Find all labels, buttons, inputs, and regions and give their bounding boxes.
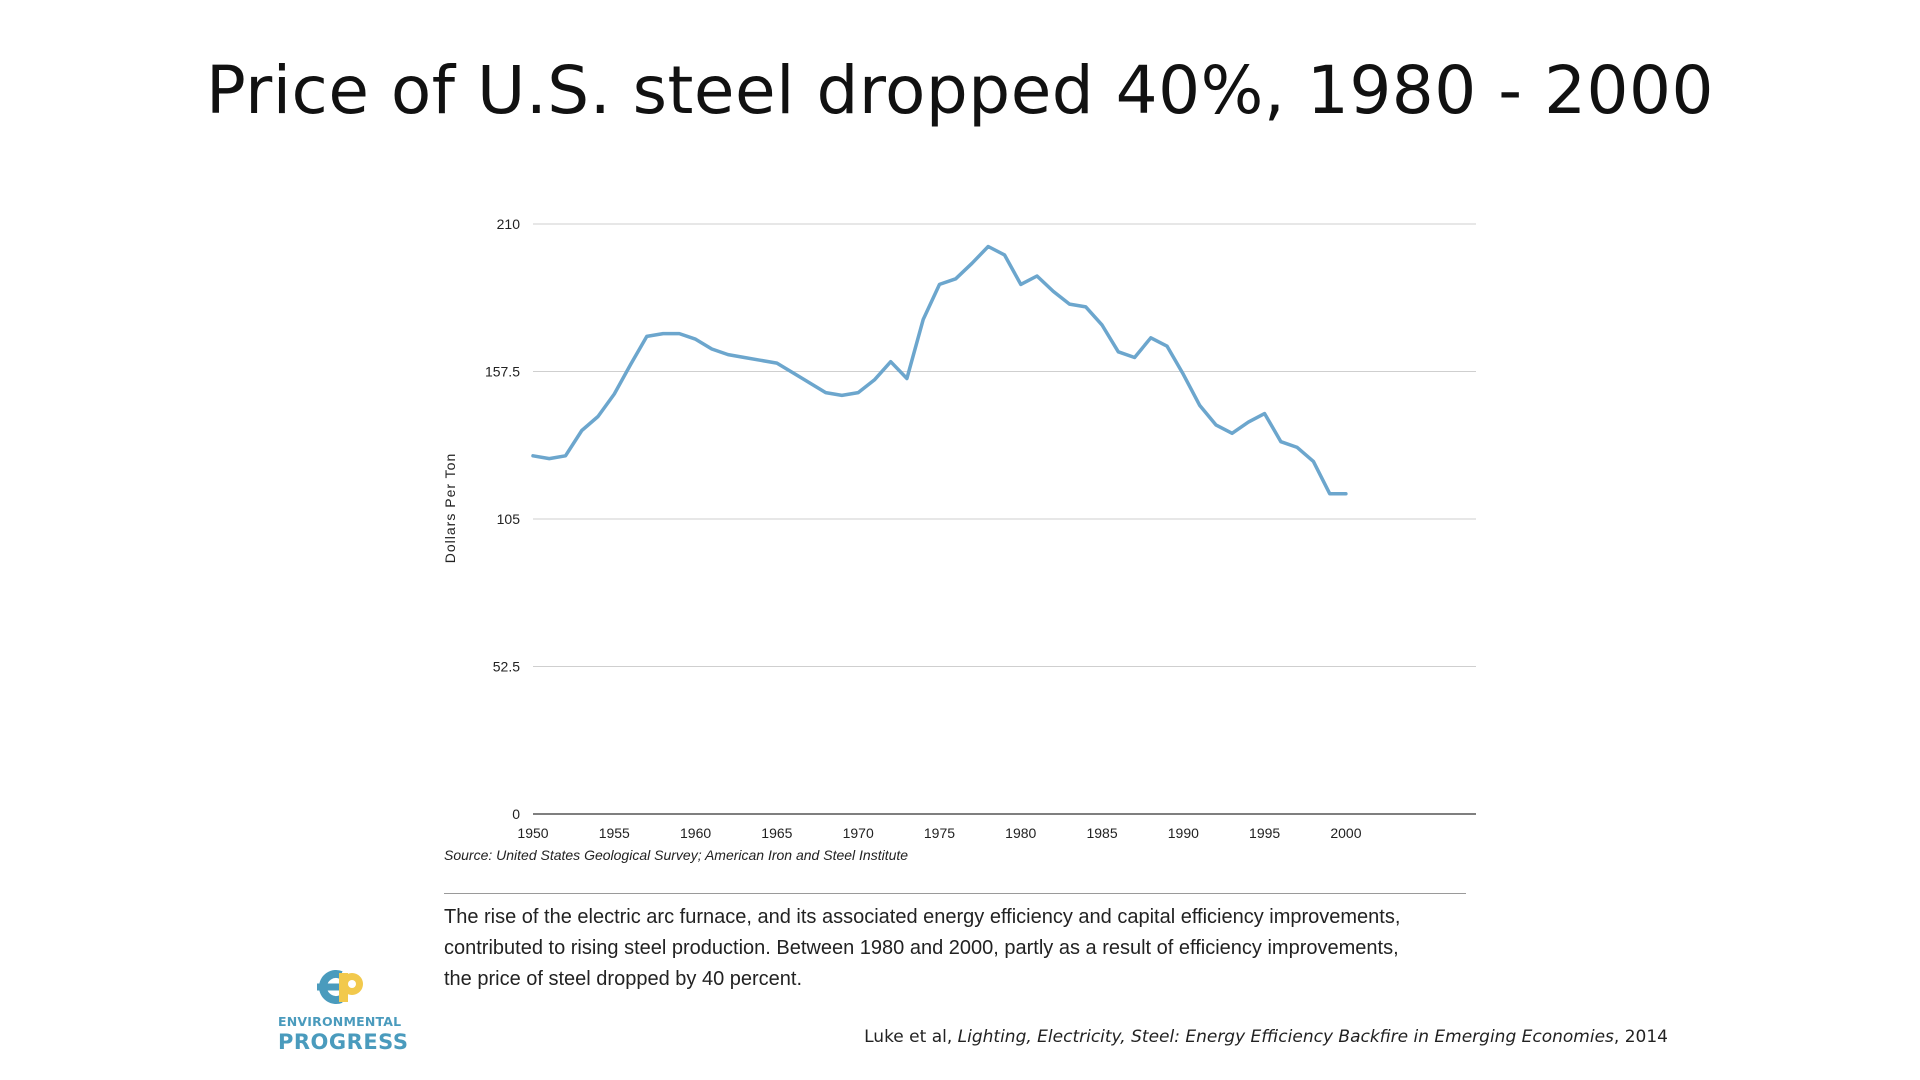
data-point bbox=[1344, 492, 1348, 496]
data-point bbox=[1051, 289, 1055, 293]
x-tick-label: 1960 bbox=[680, 825, 711, 841]
x-tick-label: 1965 bbox=[761, 825, 792, 841]
chart-gridlines bbox=[533, 223, 1476, 815]
data-point bbox=[596, 414, 600, 418]
data-point bbox=[645, 334, 649, 338]
data-point bbox=[629, 362, 633, 366]
data-point bbox=[1133, 355, 1137, 359]
data-point bbox=[726, 353, 730, 357]
data-point bbox=[1035, 274, 1039, 278]
logo-text-progress: PROGRESS bbox=[278, 1030, 409, 1054]
data-point bbox=[677, 332, 681, 336]
data-point bbox=[1246, 420, 1250, 424]
series-line bbox=[531, 244, 1348, 496]
data-point bbox=[791, 371, 795, 375]
chart-source-note: Source: United States Geological Survey;… bbox=[444, 847, 909, 863]
data-point bbox=[954, 277, 958, 281]
citation: Luke et al, Lighting, Electricity, Steel… bbox=[864, 1027, 1668, 1047]
y-axis-ticks: 0 52.5 105 157.5 210 bbox=[485, 216, 520, 822]
data-point bbox=[1003, 253, 1007, 257]
data-point bbox=[710, 347, 714, 351]
data-point bbox=[1165, 344, 1169, 348]
y-tick-label: 52.5 bbox=[493, 659, 520, 675]
data-point bbox=[1328, 492, 1332, 496]
data-point bbox=[889, 360, 893, 364]
data-point bbox=[840, 393, 844, 397]
citation-title: Lighting, Electricity, Steel: Energy Eff… bbox=[957, 1027, 1614, 1047]
x-tick-label: 1970 bbox=[843, 825, 874, 841]
data-point bbox=[1068, 302, 1072, 306]
data-point bbox=[612, 392, 616, 396]
x-tick-label: 1995 bbox=[1249, 825, 1280, 841]
x-tick-label: 1990 bbox=[1168, 825, 1199, 841]
environmental-progress-logo: ENVIRONMENTAL PROGRESS bbox=[278, 970, 409, 1056]
citation-year: , 2014 bbox=[1613, 1027, 1668, 1047]
x-tick-label: 1985 bbox=[1086, 825, 1117, 841]
data-point bbox=[937, 282, 941, 286]
data-point bbox=[872, 378, 876, 382]
data-point bbox=[547, 457, 551, 461]
caption-line-2: contributed to rising steel production. … bbox=[444, 937, 1399, 959]
data-point bbox=[1149, 336, 1153, 340]
data-point bbox=[1100, 323, 1104, 327]
x-tick-label: 2000 bbox=[1330, 825, 1361, 841]
data-point bbox=[1019, 282, 1023, 286]
data-point bbox=[1230, 431, 1234, 435]
data-point bbox=[742, 355, 746, 359]
citation-authors: Luke et al, bbox=[864, 1027, 958, 1047]
line-chart: 0 52.5 105 157.5 210 1950 1955 1960 1965 1970 197… bbox=[442, 216, 1476, 841]
data-point bbox=[824, 391, 828, 395]
x-tick-label: 1975 bbox=[924, 825, 955, 841]
y-axis-label: Dollars Per Ton bbox=[442, 453, 458, 563]
data-point bbox=[1279, 440, 1283, 444]
data-point bbox=[1116, 350, 1120, 354]
data-point bbox=[564, 454, 568, 458]
data-point bbox=[759, 358, 763, 362]
x-axis-ticks: 1950 1955 1960 1965 1970 1975 1980 1985 1990 1995… bbox=[517, 825, 1361, 841]
data-point bbox=[1214, 423, 1218, 427]
caption-line-1: The rise of the electric arc furnace, an… bbox=[444, 906, 1401, 928]
data-point bbox=[1181, 372, 1185, 376]
data-point bbox=[531, 454, 535, 458]
data-point bbox=[1311, 459, 1315, 463]
data-point bbox=[856, 391, 860, 395]
data-point bbox=[1198, 403, 1202, 407]
data-point bbox=[1263, 412, 1267, 416]
data-point bbox=[970, 261, 974, 265]
data-point bbox=[1084, 305, 1088, 309]
y-tick-label: 105 bbox=[497, 511, 521, 527]
data-point bbox=[807, 381, 811, 385]
data-point bbox=[775, 361, 779, 365]
x-tick-label: 1955 bbox=[599, 825, 630, 841]
data-point bbox=[694, 337, 698, 341]
y-tick-label: 157.5 bbox=[485, 364, 520, 380]
data-point bbox=[661, 332, 665, 336]
ep-logo-mark-icon bbox=[317, 970, 363, 1004]
caption-line-3: the price of steel dropped by 40 percent… bbox=[444, 968, 803, 990]
data-point bbox=[580, 429, 584, 433]
caption-text: The rise of the electric arc furnace, an… bbox=[444, 902, 1484, 995]
chart-series bbox=[531, 244, 1348, 496]
slide-title: Price of U.S. steel dropped 40%, 1980 - … bbox=[205, 52, 1715, 129]
x-tick-label: 1980 bbox=[1005, 825, 1036, 841]
logo-text-environmental: ENVIRONMENTAL bbox=[278, 1014, 402, 1029]
data-point bbox=[986, 244, 990, 248]
caption-divider bbox=[444, 893, 1466, 894]
data-point bbox=[905, 377, 909, 381]
y-tick-label: 0 bbox=[512, 806, 520, 822]
y-tick-label: 210 bbox=[497, 216, 521, 232]
x-tick-label: 1950 bbox=[517, 825, 548, 841]
data-point bbox=[1295, 445, 1299, 449]
data-point bbox=[921, 318, 925, 322]
